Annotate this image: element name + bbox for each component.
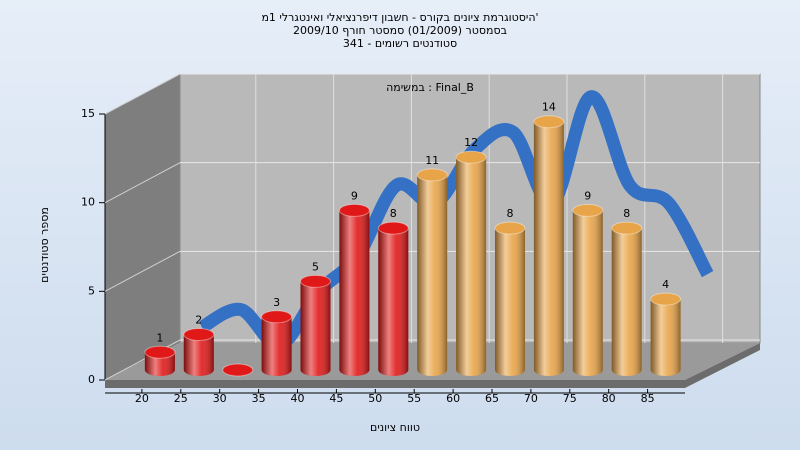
- bar-cap: [650, 292, 682, 306]
- chart-title: סטודנטים רשומים - 341: [343, 37, 457, 50]
- bar-cap: [261, 310, 293, 324]
- y-tick-label: 0: [88, 373, 95, 386]
- x-tick-label: 30: [213, 392, 227, 405]
- bar-shade: [456, 157, 487, 376]
- x-tick-label: 35: [252, 392, 266, 405]
- bar-cap: [572, 203, 604, 217]
- bar-cap: [455, 150, 487, 164]
- x-tick-label: 55: [407, 392, 421, 405]
- y-tick-label: 10: [81, 196, 95, 209]
- bar-shade: [572, 210, 603, 376]
- data-label: 9: [584, 189, 591, 202]
- x-tick-label: 20: [135, 392, 149, 405]
- bar-cap: [494, 221, 526, 235]
- bar-shade: [611, 228, 642, 376]
- bar-shade: [378, 228, 409, 376]
- data-label: 8: [390, 207, 397, 220]
- data-label: 3: [273, 296, 280, 309]
- x-tick-label: 85: [641, 392, 655, 405]
- bar-shade: [144, 352, 175, 376]
- bar-shade: [495, 228, 525, 376]
- y-tick-label: 5: [88, 284, 95, 297]
- x-tick-label: 65: [485, 392, 499, 405]
- bar-cap: [611, 221, 643, 235]
- grid-line: [104, 250, 181, 292]
- grid-line: [104, 339, 181, 381]
- bar-cap: [300, 274, 331, 288]
- grid-line: [104, 73, 181, 115]
- chart-title: היסטוגרמת ציונים בקורס - חשבון דיפרנציאל…: [261, 11, 538, 24]
- x-tick-label: 45: [329, 392, 343, 405]
- y-axis-label: מספר סטודנטים: [38, 207, 51, 283]
- data-label: 14: [542, 101, 556, 114]
- left-wall: [105, 74, 180, 380]
- data-label: 5: [312, 260, 319, 273]
- bar-shade: [533, 121, 564, 376]
- bar-cap: [416, 168, 448, 182]
- data-label: 12: [464, 136, 478, 149]
- chart-title: בסמסטר (01/2009) סמסטר חורף 2009/10: [293, 24, 507, 37]
- x-tick-label: 50: [368, 392, 382, 405]
- bar-shade: [650, 299, 681, 376]
- bar-cap: [533, 115, 565, 129]
- x-axis-label: טווח ציונים: [370, 421, 420, 434]
- bar-shade: [183, 334, 214, 376]
- data-label: 2: [195, 314, 202, 327]
- grid-line: [104, 162, 181, 204]
- bar-shade: [261, 316, 292, 376]
- x-tick-label: 40: [291, 392, 305, 405]
- x-tick-label: 25: [174, 392, 188, 405]
- bar-cap: [338, 203, 370, 217]
- data-label: 11: [425, 154, 439, 167]
- annotation: במשימה : Final_B: [386, 81, 474, 94]
- bar-cap: [183, 328, 215, 342]
- bar-cap: [222, 363, 254, 377]
- data-label: 8: [623, 207, 630, 220]
- bar-shade: [339, 210, 370, 376]
- bar-shade: [300, 281, 331, 376]
- data-label: 8: [507, 207, 514, 220]
- x-tick-label: 80: [602, 392, 616, 405]
- y-tick-label: 15: [81, 107, 95, 120]
- bar-shade: [417, 174, 448, 376]
- floor-edge: [105, 343, 760, 388]
- x-tick-label: 75: [563, 392, 577, 405]
- bar-cap: [377, 221, 409, 235]
- x-tick-label: 60: [446, 392, 460, 405]
- data-label: 4: [662, 278, 669, 291]
- data-label: 9: [351, 189, 358, 202]
- bar-cap: [144, 345, 176, 359]
- x-tick-label: 70: [524, 392, 538, 405]
- data-label: 1: [156, 331, 163, 344]
